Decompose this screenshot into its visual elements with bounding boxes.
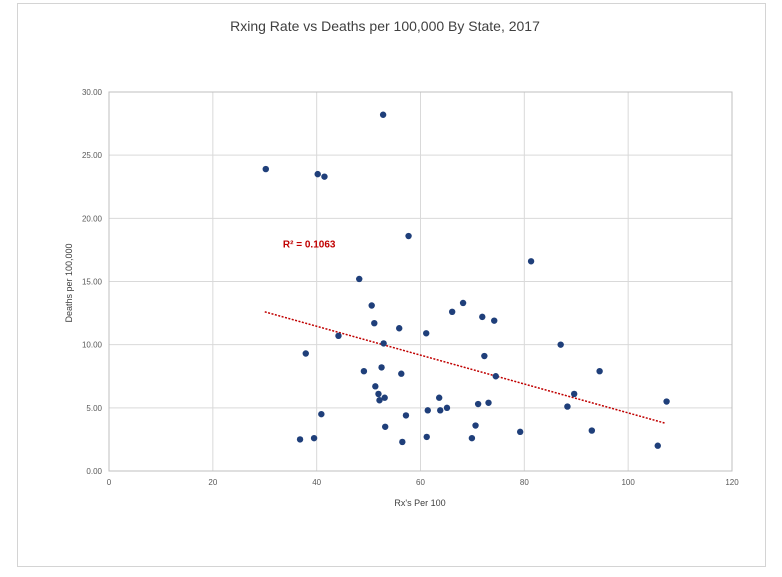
data-point: [557, 341, 564, 348]
data-point: [570, 390, 578, 398]
data-point: [296, 436, 304, 443]
scatter-chart: Rxing Rate vs Deaths per 100,000 By Stat…: [64, 18, 739, 508]
x-tick-label: 60: [416, 478, 425, 487]
chart-title: Rxing Rate vs Deaths per 100,000 By Stat…: [230, 18, 540, 34]
x-tick-label: 40: [312, 478, 321, 487]
y-tick-label: 0.00: [86, 467, 102, 476]
r-squared-annotation: R² = 0.1063: [283, 240, 336, 251]
y-tick-label: 20.00: [82, 214, 103, 223]
data-point: [564, 403, 571, 410]
data-point: [375, 390, 382, 398]
data-point: [459, 299, 467, 307]
data-points: [262, 111, 670, 449]
data-point: [381, 394, 388, 401]
data-point: [588, 427, 596, 434]
x-tick-label: 0: [107, 478, 112, 487]
plot-area-border: [108, 91, 733, 472]
data-point: [472, 422, 479, 429]
data-point: [492, 373, 499, 380]
data-point: [527, 258, 535, 265]
data-point: [468, 434, 476, 442]
x-tick-label: 120: [725, 478, 739, 487]
x-tick-label: 20: [208, 478, 217, 487]
data-point: [402, 412, 410, 419]
data-point: [399, 438, 406, 446]
data-point: [381, 423, 389, 430]
data-point: [314, 170, 321, 178]
data-point: [485, 399, 492, 406]
data-point: [491, 317, 498, 324]
data-point: [405, 232, 412, 240]
data-point: [379, 111, 387, 118]
data-point: [368, 302, 375, 309]
data-point: [448, 308, 456, 316]
data-point: [335, 332, 342, 340]
data-point: [481, 352, 488, 360]
data-point: [423, 433, 430, 441]
x-tick-label: 80: [520, 478, 529, 487]
data-point: [437, 407, 444, 414]
data-point: [479, 313, 486, 321]
data-point: [654, 442, 661, 449]
y-axis-title: Deaths per 100,000: [64, 243, 74, 322]
chart-frame: Rxing Rate vs Deaths per 100,000 By Stat…: [17, 3, 766, 567]
y-tick-label: 25.00: [82, 151, 103, 160]
data-point: [663, 398, 670, 405]
data-point: [310, 434, 318, 442]
y-tick-label: 5.00: [86, 404, 102, 413]
data-point: [371, 319, 378, 327]
x-tick-label: 100: [621, 478, 635, 487]
data-point: [262, 165, 269, 173]
data-point: [321, 173, 328, 180]
data-point: [378, 364, 385, 371]
data-point: [435, 394, 443, 401]
data-point: [423, 330, 430, 337]
data-point: [398, 370, 405, 377]
y-tick-label: 15.00: [82, 278, 103, 287]
x-axis-tick-labels: 0 20 40 60 80 100 120: [107, 478, 739, 487]
data-point: [356, 275, 363, 283]
data-point: [396, 325, 403, 332]
data-point: [424, 407, 431, 414]
data-point: [443, 404, 451, 412]
y-tick-label: 10.00: [82, 341, 103, 350]
y-tick-label: 30.00: [82, 88, 103, 97]
trendline: [264, 311, 665, 424]
x-axis-title: Rx's Per 100: [394, 498, 445, 508]
data-point: [474, 400, 482, 408]
data-point: [376, 397, 383, 404]
data-point: [372, 383, 379, 390]
data-point: [516, 428, 524, 436]
y-axis-tick-labels: 0.00 5.00 10.00 15.00 20.00 25.00 30.00: [82, 88, 103, 476]
data-point: [302, 350, 309, 357]
data-point: [360, 367, 368, 375]
data-point: [380, 340, 387, 347]
data-point: [596, 367, 603, 375]
gridlines: [108, 91, 733, 472]
data-point: [318, 410, 325, 418]
